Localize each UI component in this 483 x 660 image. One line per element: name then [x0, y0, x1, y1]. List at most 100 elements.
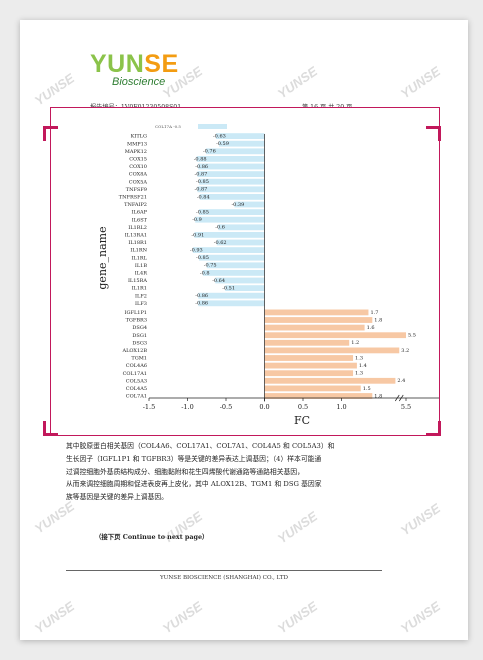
logo-wordmark: YUNSE — [90, 50, 179, 78]
bar — [264, 309, 369, 316]
value-label: -0.85 — [196, 210, 209, 216]
value-label: -0.88 — [194, 156, 207, 162]
gene-label: COL7A1 — [126, 394, 147, 400]
axis-break-mark — [394, 394, 400, 402]
gene-label: TGFBR3 — [126, 318, 147, 324]
bar — [264, 317, 373, 323]
bar — [199, 178, 265, 185]
x-tick-label: -0.5 — [220, 403, 233, 411]
bar — [234, 201, 265, 208]
gene-label: ILF2 — [135, 293, 147, 299]
bar — [192, 247, 265, 253]
watermark: YUNSE — [274, 63, 321, 102]
bar — [206, 262, 265, 269]
bar — [215, 277, 265, 284]
gene-label: MMP13 — [127, 141, 147, 147]
gene-label: DSG3 — [132, 340, 147, 346]
bar — [264, 385, 361, 392]
gene-label: ILF3 — [135, 301, 147, 307]
watermark: YUNSE — [397, 500, 444, 539]
value-label: -0.76 — [203, 149, 216, 155]
continue-note: （接下页 Continue to next page） — [95, 533, 209, 541]
bar — [264, 347, 400, 354]
partial-labels: COL17A -0.5 — [155, 124, 181, 129]
gene-label: IGFL1P1 — [125, 310, 148, 316]
body-paragraph: 其中胶原蛋白相关基因（COL4A6、COL17A1、COL7A1、COL4A5 … — [66, 440, 382, 504]
x-axis-title: FC — [294, 414, 310, 427]
bar — [264, 332, 406, 339]
footer-company: YUNSE BIOSCIENCE (SHANGHAI) CO., LTD — [159, 575, 289, 581]
bar — [198, 292, 265, 299]
value-label: -0.91 — [191, 232, 204, 238]
bar — [264, 377, 396, 384]
value-label: -0.39 — [231, 202, 244, 208]
value-label: -0.75 — [204, 263, 217, 269]
gene-label: TNFRSF21 — [119, 195, 147, 201]
x-tick-label: 5.5 — [401, 403, 411, 411]
gene-label: IL1R1 — [132, 286, 147, 292]
gene-label: IL4R — [135, 271, 147, 277]
bar — [195, 216, 265, 223]
value-label: -0.59 — [216, 141, 229, 147]
bar — [196, 156, 265, 162]
bar — [199, 194, 265, 200]
x-tick-label: 0.5 — [298, 403, 308, 411]
watermark: YUNSE — [31, 498, 78, 537]
bar — [264, 339, 350, 346]
bar — [218, 224, 265, 231]
watermark: YUNSE — [31, 70, 78, 109]
gene-label: IL1RL — [131, 255, 147, 261]
value-label: -0.84 — [197, 194, 210, 200]
value-label: -0.8 — [200, 270, 210, 276]
x-tick-label: -1.5 — [143, 403, 156, 411]
gene-label: DSG1 — [132, 333, 147, 339]
bar — [219, 140, 265, 147]
gene-label: IL1B — [135, 263, 147, 269]
bar — [264, 362, 357, 369]
value-label: -0.64 — [212, 278, 225, 284]
gene-label: IL13RA1 — [125, 233, 147, 239]
value-label: 1.8 — [374, 317, 382, 323]
gene-label: COX10 — [129, 164, 147, 170]
bar — [198, 300, 265, 307]
value-label: 5.5 — [408, 333, 416, 339]
gene-label: ALOX12B — [121, 348, 147, 354]
frame-corner — [43, 421, 58, 436]
bar — [199, 209, 265, 215]
bar — [225, 285, 265, 291]
bar — [197, 186, 265, 193]
fold-change-bar-chart: COL17A -0.5 KITLG -0.63 MMP13 -0.59 MAPK12 -0… — [96, 124, 450, 427]
value-label: -0.87 — [195, 187, 208, 193]
bar — [216, 239, 265, 246]
gene-label: COL4A5 — [126, 386, 147, 392]
frame-corner — [43, 126, 58, 141]
gene-label: IL1RN — [130, 248, 147, 254]
gene-label: COL5A3 — [126, 378, 147, 384]
gene-label: IL6AP — [132, 210, 148, 216]
value-label: -0.85 — [196, 179, 209, 185]
value-label: 3.2 — [401, 348, 409, 354]
x-tick-label: -1.0 — [181, 403, 194, 411]
watermark: YUNSE — [31, 598, 78, 637]
watermark: YUNSE — [159, 598, 206, 637]
watermark: YUNSE — [397, 598, 444, 637]
gene-label: TNFAIP2 — [124, 202, 147, 208]
gene-label: TGM1 — [131, 356, 147, 362]
watermark: YUNSE — [274, 598, 321, 637]
watermark: YUNSE — [274, 508, 321, 547]
body-line: 从而来调控细胞周期和促进表皮再上皮化，其中 ALOX12B、TGM1 和 DSG… — [66, 480, 322, 489]
value-label: 1.3 — [355, 371, 363, 377]
bar — [199, 254, 265, 261]
value-label: -0.63 — [213, 134, 226, 140]
value-label: 1.3 — [355, 355, 363, 361]
body-line: 族等基因是关键的差异上调基因。 — [66, 493, 168, 502]
gene-label: IL18R1 — [128, 240, 147, 246]
watermark: YUNSE — [397, 63, 444, 102]
value-label: -0.9 — [192, 217, 202, 223]
bar — [198, 163, 265, 170]
gene-label: COL17A1 — [123, 371, 147, 377]
y-axis-title: gene_name — [96, 226, 109, 289]
gene-label: IL1RL2 — [128, 225, 147, 231]
bar — [264, 393, 373, 399]
bar — [215, 133, 265, 139]
